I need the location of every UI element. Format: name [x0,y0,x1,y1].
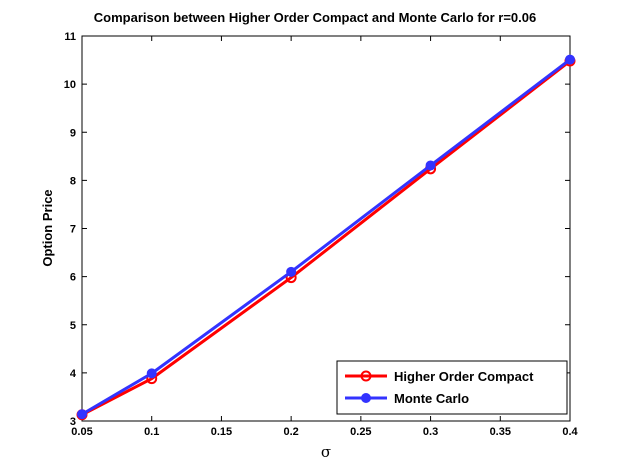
x-tick-label: 0.2 [283,426,298,438]
y-tick-label: 7 [70,224,76,236]
data-point-monte-carlo [146,368,157,379]
y-tick-label: 10 [64,79,76,91]
axis-ticks: 0.05 0.1 0.15 0.2 0.25 0.3 0.35 0.4 3 4 5 6 7 8 9 10 11 [64,31,579,438]
legend-marker-monte-carlo [361,393,371,403]
legend-label-higher-order-compact: Higher Order Compact [394,369,534,384]
legend: Higher Order Compact Monte Carlo [336,360,568,415]
chart-title: Comparison between Higher Order Compact … [94,10,536,25]
x-tick-label: 0.3 [423,426,438,438]
data-point-monte-carlo [565,54,575,65]
legend-box [336,360,568,415]
y-tick-label: 11 [64,31,76,43]
y-tick-label: 5 [70,320,76,332]
x-tick-label: 0.35 [490,426,511,438]
y-tick-label: 3 [70,416,76,428]
x-tick-label: 0.25 [350,426,371,438]
y-tick-label: 8 [70,175,76,187]
legend-label-monte-carlo: Monte Carlo [394,391,469,406]
plot-area [81,35,571,422]
series-layer [76,54,576,421]
data-point-monte-carlo [286,266,297,277]
x-axis-label: σ [321,443,331,461]
x-tick-label: 0.4 [562,426,578,438]
x-tick-label: 0.15 [211,426,232,438]
x-tick-label: 0.1 [144,426,159,438]
y-tick-label: 6 [70,272,76,284]
data-point-monte-carlo [425,160,436,171]
legend-marker-higher-order-compact [360,370,372,382]
y-axis-label: Option Price [40,189,55,266]
data-point-monte-carlo [77,409,87,420]
y-tick-label: 4 [70,368,77,380]
series-line-higher-order-compact [81,59,571,417]
x-tick-label: 0.05 [71,426,92,438]
y-tick-label: 9 [70,127,76,139]
